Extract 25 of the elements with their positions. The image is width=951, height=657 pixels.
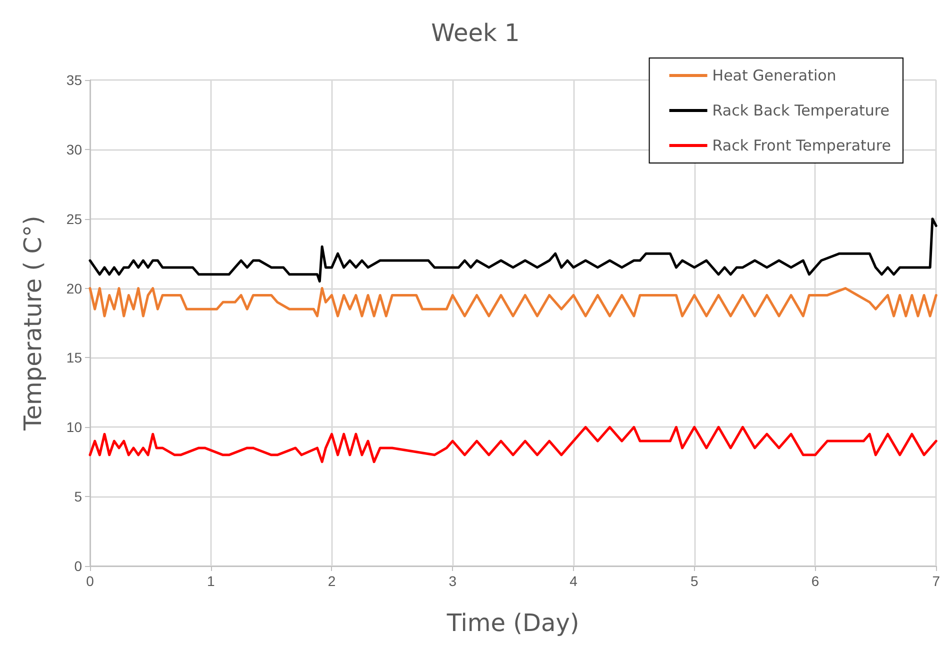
y-tick-label: 0	[74, 558, 82, 574]
y-tick-label: 15	[66, 350, 82, 366]
legend-label: Rack Back Temperature	[712, 102, 890, 120]
x-tick-label: 5	[690, 573, 698, 589]
x-tick-label: 6	[811, 573, 820, 589]
x-tick-label: 4	[570, 573, 578, 589]
y-tick-label: 35	[66, 72, 82, 88]
y-tick-label: 30	[66, 141, 82, 158]
y-tick-label: 25	[66, 210, 82, 227]
chart-title: Week 1	[431, 19, 520, 47]
x-axis-title: Time (Day)	[446, 609, 580, 637]
legend-label: Rack Front Temperature	[712, 136, 892, 154]
y-axis-title: Temperature ( C°)	[19, 216, 47, 432]
x-tick-label: 1	[206, 573, 215, 589]
line-series	[88, 426, 938, 464]
line-series	[88, 218, 938, 283]
x-tick-label: 7	[932, 573, 940, 589]
line-series	[88, 287, 938, 318]
x-tick-label: 0	[86, 573, 94, 589]
legend-label: Heat Generation	[712, 66, 836, 84]
y-tick-label: 20	[66, 280, 82, 296]
x-tick-label: 3	[448, 573, 457, 589]
x-tick-label: 2	[328, 573, 336, 589]
y-tick-label: 10	[66, 419, 82, 436]
y-tick-label: 5	[74, 488, 82, 505]
